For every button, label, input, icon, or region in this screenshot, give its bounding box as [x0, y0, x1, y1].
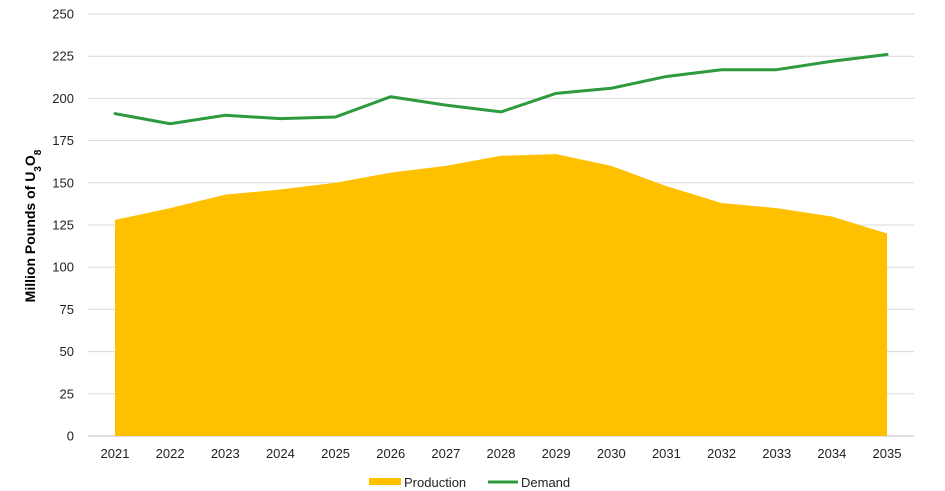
y-tick-label: 200 [52, 91, 74, 106]
x-tick-label: 2032 [707, 446, 736, 461]
x-tick-label: 2025 [321, 446, 350, 461]
y-tick-label: 225 [52, 49, 74, 64]
demand-series [113, 53, 889, 126]
x-tick-label: 2027 [431, 446, 460, 461]
production-series [115, 154, 887, 436]
x-tick-label: 2021 [101, 446, 130, 461]
y-tick-label: 0 [67, 429, 74, 444]
x-tick-label: 2029 [542, 446, 571, 461]
x-tick-label: 2024 [266, 446, 295, 461]
y-tick-label: 25 [60, 386, 74, 401]
x-tick-label: 2028 [487, 446, 516, 461]
demand-line [113, 53, 889, 126]
y-tick-label: 50 [60, 344, 74, 359]
x-tick-label: 2035 [873, 446, 902, 461]
legend: Production Demand [369, 475, 570, 490]
y-tick-label: 250 [52, 7, 74, 22]
x-tick-label: 2022 [156, 446, 185, 461]
x-tick-label: 2026 [376, 446, 405, 461]
y-axis-ticks: 0 25 50 75 100 125 150 175 200 225 250 [52, 7, 74, 444]
y-tick-label: 125 [52, 218, 74, 233]
x-tick-label: 2030 [597, 446, 626, 461]
x-tick-label: 2034 [817, 446, 846, 461]
y-axis-label: Million Pounds of U3O8 [22, 149, 44, 302]
x-tick-label: 2033 [762, 446, 791, 461]
legend-label-demand: Demand [521, 475, 570, 490]
y-tick-label: 150 [52, 175, 74, 190]
legend-swatch-production [369, 478, 401, 485]
y-tick-label: 75 [60, 302, 74, 317]
y-tick-label: 175 [52, 133, 74, 148]
y-tick-label: 100 [52, 260, 74, 275]
production-area [115, 154, 887, 436]
x-tick-label: 2031 [652, 446, 681, 461]
legend-label-production: Production [404, 475, 466, 490]
x-tick-label: 2023 [211, 446, 240, 461]
x-axis-ticks: 2021 2022 2023 2024 2025 2026 2027 2028 2029 2030… [101, 446, 902, 461]
